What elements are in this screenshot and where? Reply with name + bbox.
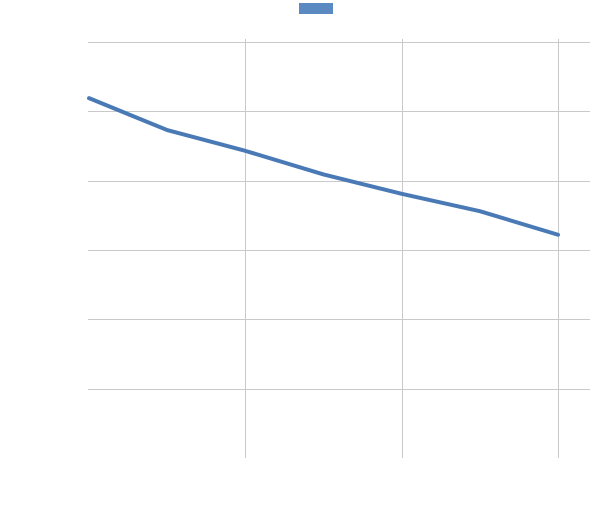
legend: [299, 3, 333, 14]
series-line-1: [87, 96, 560, 237]
gridlines: [88, 39, 590, 458]
legend-swatch: [299, 3, 333, 14]
series-layer: [87, 96, 560, 237]
